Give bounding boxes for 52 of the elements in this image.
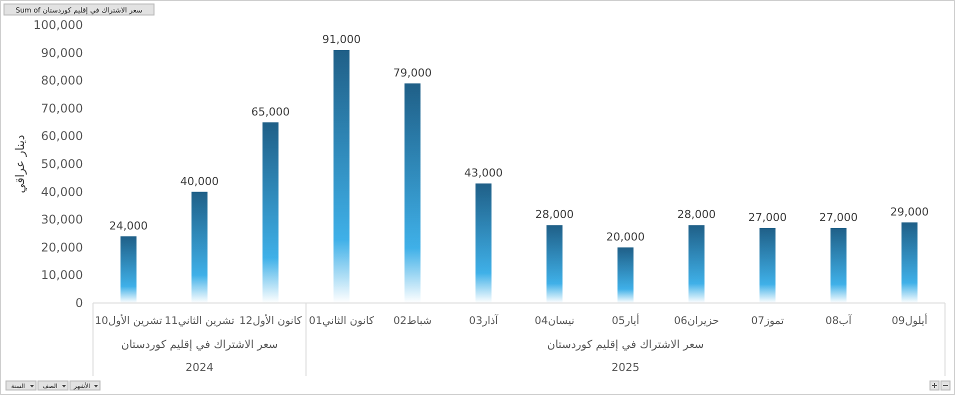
data-label: 24,000 bbox=[109, 219, 148, 232]
data-label: 27,000 bbox=[819, 210, 858, 224]
text: 2025 bbox=[612, 361, 640, 374]
x-tick-label: 10تشرين الأول bbox=[94, 313, 162, 327]
x-tick-label: 04نيسان bbox=[534, 315, 574, 327]
y-tick-label: 20,000 bbox=[41, 240, 83, 254]
bar bbox=[902, 222, 918, 303]
bar bbox=[760, 228, 776, 303]
bar bbox=[120, 236, 136, 303]
y-tick-label: 100,000 bbox=[33, 18, 83, 32]
bar bbox=[688, 225, 704, 303]
y-tick-label: 50,000 bbox=[41, 157, 83, 171]
y-axis-title: دينار عراقي bbox=[13, 134, 27, 194]
y-tick-label: 90,000 bbox=[41, 46, 83, 60]
y-tick-label: 40,000 bbox=[41, 184, 83, 199]
data-label: 28,000 bbox=[535, 208, 574, 222]
bar bbox=[546, 225, 562, 303]
bar bbox=[476, 183, 492, 303]
text: سعر الاشتراك في إقليم كوردستان bbox=[121, 338, 278, 351]
y-tick-label: 70,000 bbox=[41, 101, 83, 116]
data-label: 20,000 bbox=[606, 230, 645, 244]
x-tick-label: 07تموز bbox=[751, 315, 784, 327]
data-label: 40,000 bbox=[180, 174, 219, 188]
x-tick-label: 08آب bbox=[825, 314, 853, 327]
bar bbox=[830, 228, 846, 303]
text: 2024 bbox=[186, 361, 214, 374]
y-tick-label: 30,000 bbox=[41, 212, 83, 227]
y-tick-label: 80,000 bbox=[41, 74, 83, 88]
data-label: 27,000 bbox=[748, 210, 787, 224]
data-label: 28,000 bbox=[677, 208, 716, 222]
x-tick-label: 12كانون الأول bbox=[239, 313, 302, 327]
bar bbox=[192, 192, 208, 303]
y-tick-label: 60,000 bbox=[41, 129, 83, 144]
data-label: 91,000 bbox=[322, 33, 361, 46]
text: سعر الاشتراك في إقليم كوردستان bbox=[547, 338, 704, 351]
x-tick-label: 09أيلول bbox=[892, 313, 928, 327]
bar bbox=[618, 247, 634, 303]
x-tick-label: 11تشرين الثاني bbox=[164, 315, 235, 327]
bar bbox=[404, 83, 420, 303]
x-tick-label: 02شباط bbox=[393, 315, 432, 327]
data-label: 79,000 bbox=[393, 66, 432, 80]
y-tick-label: 0 bbox=[75, 296, 83, 310]
bar bbox=[262, 122, 278, 303]
x-tick-label: 01كانون الثاني bbox=[308, 315, 374, 327]
data-label: 43,000 bbox=[464, 166, 503, 180]
data-label: 29,000 bbox=[890, 205, 929, 218]
bar bbox=[334, 50, 350, 303]
y-tick-label: 10,000 bbox=[41, 268, 83, 282]
x-tick-label: 05أيار bbox=[612, 313, 640, 327]
data-label: 65,000 bbox=[251, 105, 290, 118]
x-tick-label: 03آذار bbox=[469, 314, 500, 327]
x-tick-label: 06حزيران bbox=[674, 315, 720, 327]
